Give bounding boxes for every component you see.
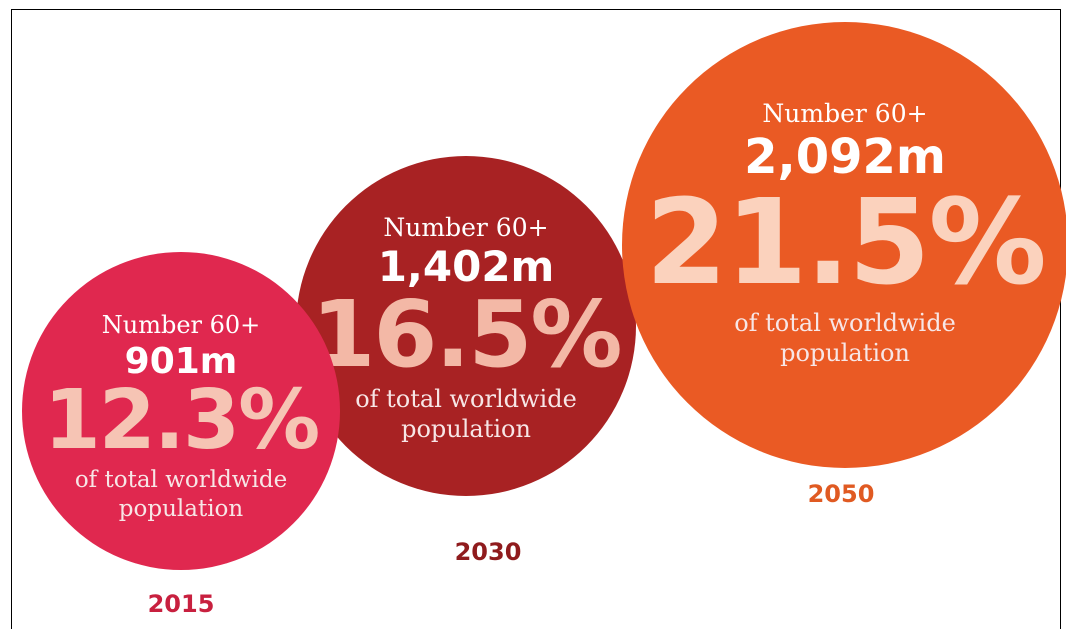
number-value: 1,402m bbox=[377, 242, 555, 291]
percent-value: 12.3% bbox=[43, 373, 320, 469]
number-label: Number 60+ bbox=[383, 212, 549, 242]
bubble-2050: Number 60+ 2,092m 21.5% of total worldwi… bbox=[622, 22, 1066, 468]
year-label-2050: 2050 bbox=[807, 480, 875, 508]
year-label-2030: 2030 bbox=[454, 538, 522, 566]
percent-value: 16.5% bbox=[311, 281, 622, 389]
year-label-2015: 2015 bbox=[147, 590, 215, 618]
percent-description: of total worldwide population bbox=[355, 385, 577, 444]
number-value: 901m bbox=[124, 340, 238, 382]
number-label: Number 60+ bbox=[762, 99, 928, 128]
percent-description: of total worldwide population bbox=[734, 308, 956, 367]
number-value: 2,092m bbox=[744, 128, 946, 185]
bubble-2015: Number 60+ 901m 12.3% of total worldwide… bbox=[22, 252, 340, 570]
infographic-frame bbox=[11, 9, 1061, 629]
percent-value: 21.5% bbox=[645, 172, 1046, 311]
percent-description: of total worldwide population bbox=[74, 467, 288, 523]
bubble-2030: Number 60+ 1,402m 16.5% of total worldwi… bbox=[296, 156, 636, 496]
number-label: Number 60+ bbox=[101, 311, 261, 340]
